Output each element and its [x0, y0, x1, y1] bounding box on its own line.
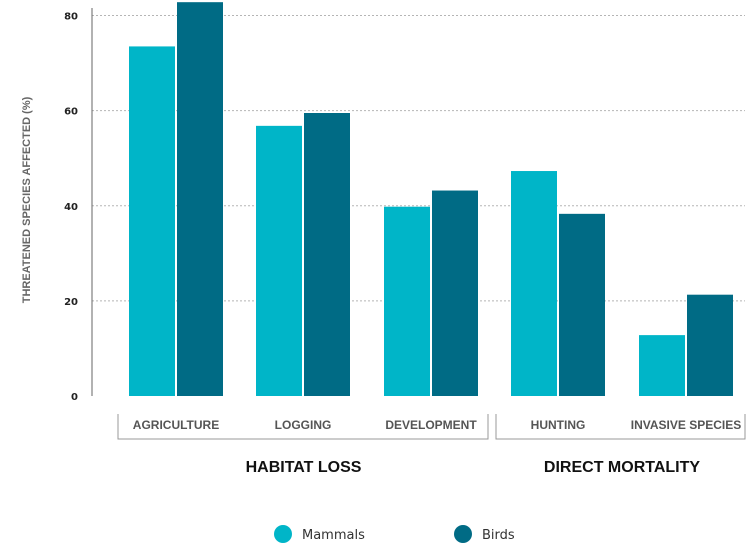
- legend-label: Mammals: [302, 528, 365, 543]
- legend-swatch: [454, 525, 472, 543]
- group-label: HABITAT LOSS: [246, 459, 362, 476]
- y-tick-label: 80: [64, 12, 78, 23]
- group-label: DIRECT MORTALITY: [544, 459, 700, 476]
- category-label: INVASIVE SPECIES: [631, 418, 741, 432]
- bar-mammals-invasive-species: [639, 335, 685, 396]
- category-labels: AGRICULTURE LOGGING DEVELOPMENT HUNTING INVA…: [133, 418, 741, 432]
- bar-mammals-logging: [256, 125, 302, 396]
- bar-mammals-hunting: [511, 171, 557, 396]
- bars-layer: [129, 2, 733, 397]
- group-bracket: [117, 414, 489, 440]
- bar-birds-hunting: [559, 213, 605, 396]
- bar-mammals-development: [384, 206, 430, 396]
- group-labels: HABITAT LOSS DIRECT MORTALITY: [117, 414, 746, 476]
- legend-label: Birds: [482, 528, 515, 543]
- legend-swatch: [274, 525, 292, 543]
- bar-birds-agriculture: [177, 2, 223, 397]
- y-axis-label: THREATENED SPECIES AFFECTED (%): [21, 96, 33, 303]
- y-tick-label: 60: [64, 107, 78, 118]
- y-tick-label: 0: [71, 392, 78, 403]
- category-label: HUNTING: [531, 418, 586, 432]
- y-tick-label: 40: [64, 202, 78, 213]
- bar-mammals-agriculture: [129, 46, 175, 397]
- y-tick-label: 20: [64, 297, 78, 308]
- legend: Mammals Birds: [274, 525, 515, 543]
- bar-birds-invasive-species: [687, 294, 733, 396]
- bar-birds-development: [432, 190, 478, 396]
- category-label: AGRICULTURE: [133, 418, 219, 432]
- bar-birds-logging: [304, 113, 350, 397]
- category-label: DEVELOPMENT: [385, 418, 477, 432]
- category-label: LOGGING: [275, 418, 332, 432]
- group-bracket: [495, 414, 746, 440]
- y-tick-labels: 0 20 40 60 80: [64, 12, 78, 404]
